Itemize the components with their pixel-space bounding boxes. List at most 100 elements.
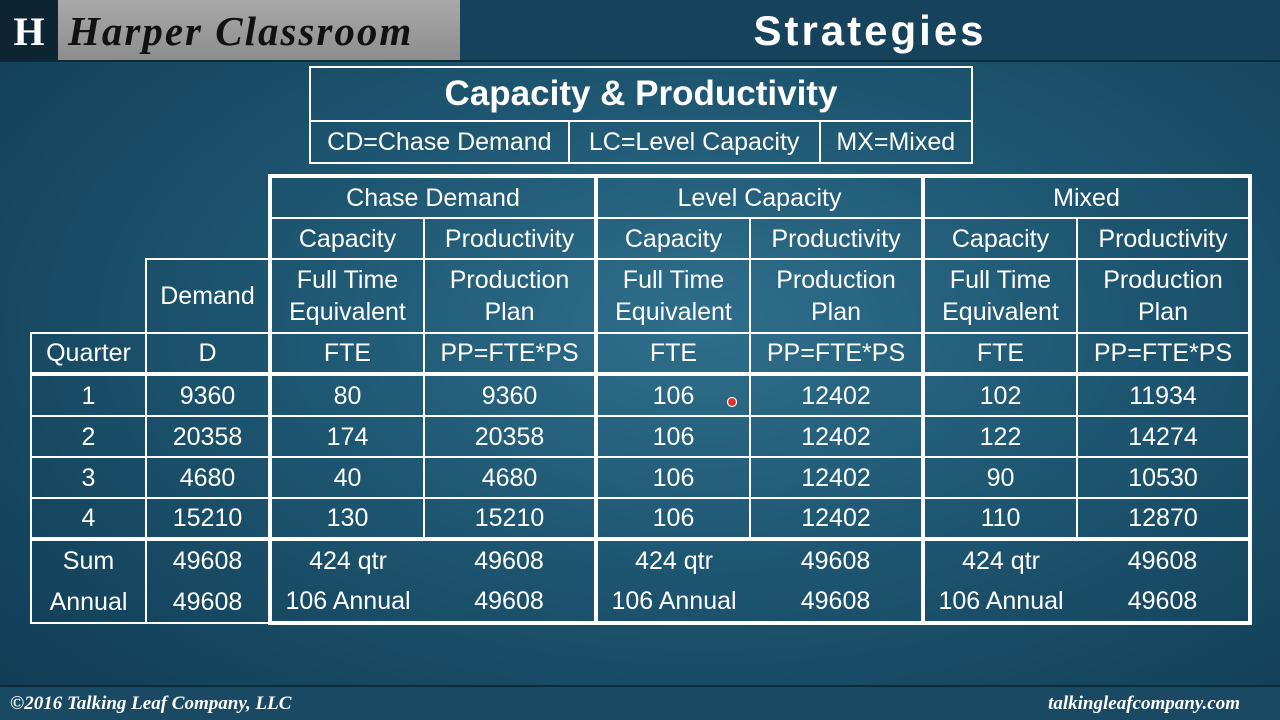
- quarter-cell: 4: [30, 497, 147, 540]
- annual-mx-pp: 49608: [1077, 581, 1252, 625]
- code-pp: PP=FTE*PS: [749, 332, 925, 375]
- cd-pp-cell: 9360: [423, 372, 598, 417]
- code-fte: FTE: [595, 332, 751, 375]
- brand-name: Harper Classroom: [68, 8, 414, 54]
- lc-fte-cell: 106: [595, 456, 751, 499]
- strategy-table: Chase Demand Level Capacity Mixed Capaci…: [30, 174, 1252, 625]
- sum-mx-fte: 424 qtr: [922, 537, 1077, 581]
- legend-box: Capacity & Productivity CD=Chase Demand …: [309, 66, 974, 164]
- cd-pp-cell: 4680: [423, 456, 598, 499]
- lc-fte-cell: 106: [595, 372, 751, 417]
- logo-letter: H: [13, 8, 45, 54]
- desc-fte: Full Time Equivalent: [922, 258, 1078, 334]
- annual-label: Annual: [30, 581, 147, 624]
- cursor-pointer-icon: [726, 396, 738, 408]
- sum-lc-fte: 424 qtr: [595, 537, 750, 581]
- sum-cd-fte: 424 qtr: [268, 537, 424, 581]
- empty-cell: [31, 259, 146, 333]
- demand-cell: 15210: [145, 497, 271, 540]
- mx-fte-cell: 122: [922, 415, 1078, 458]
- legend-title: Capacity & Productivity: [309, 66, 973, 122]
- summary-row: Sum 49608 424 qtr 49608 424 qtr 49608 42…: [30, 537, 1252, 581]
- lc-pp-cell: 12402: [749, 415, 925, 458]
- code-quarter: Quarter: [30, 332, 147, 375]
- mx-fte-cell: 110: [922, 497, 1078, 540]
- desc-production-plan: Production Plan: [1076, 258, 1252, 334]
- sum-cd-pp: 49608: [424, 537, 598, 581]
- quarter-cell: 1: [30, 372, 147, 417]
- subheader-productivity: Productivity: [1076, 217, 1252, 260]
- lc-pp-cell: 12402: [749, 372, 925, 417]
- subheader-productivity: Productivity: [423, 217, 598, 260]
- mx-fte-cell: 102: [922, 372, 1078, 417]
- code-d: D: [145, 332, 271, 375]
- legend-item-lc: LC=Level Capacity: [567, 120, 821, 164]
- subheader-capacity: Capacity: [595, 217, 751, 260]
- header-level-capacity: Level Capacity: [595, 174, 925, 219]
- website-link[interactable]: talkingleafcompany.com: [1048, 693, 1240, 714]
- demand-cell: 20358: [145, 415, 271, 458]
- legend-item-mx: MX=Mixed: [818, 120, 974, 164]
- sum-mx-pp: 49608: [1077, 537, 1252, 581]
- header-mixed: Mixed: [922, 174, 1252, 219]
- brand-box: Harper Classroom: [58, 0, 460, 62]
- footer-bar: ©2016 Talking Leaf Company, LLC talkingl…: [0, 685, 1280, 720]
- lc-fte-cell: 106: [595, 415, 751, 458]
- table-row: 1 9360 80 9360 106 12402 102 11934: [30, 372, 1252, 417]
- desc-production-plan: Production Plan: [423, 258, 598, 334]
- header-bar: H Harper Classroom Strategies: [0, 0, 1280, 62]
- empty-cell: [31, 218, 146, 259]
- header-chase-demand: Chase Demand: [268, 174, 598, 219]
- desc-fte: Full Time Equivalent: [595, 258, 751, 334]
- mx-fte-cell: 90: [922, 456, 1078, 499]
- desc-fte: Full Time Equivalent: [268, 258, 425, 334]
- mx-pp-cell: 10530: [1076, 456, 1252, 499]
- sum-label: Sum: [30, 537, 147, 581]
- subheader-capacity: Capacity: [922, 217, 1078, 260]
- annual-lc-fte: 106 Annual: [595, 581, 750, 625]
- code-pp: PP=FTE*PS: [1076, 332, 1252, 375]
- slide-title-area: Strategies: [460, 0, 1280, 62]
- table-row: 3 4680 40 4680 106 12402 90 10530: [30, 456, 1252, 499]
- empty-cell: [146, 218, 270, 259]
- cd-fte-cell: 40: [268, 456, 425, 499]
- lc-fte-cell: 106: [595, 497, 751, 540]
- annual-lc-pp: 49608: [750, 581, 925, 625]
- table-row: 4 15210 130 15210 106 12402 110 12870: [30, 497, 1252, 540]
- annual-cd-fte: 106 Annual: [268, 581, 424, 625]
- sum-lc-pp: 49608: [750, 537, 925, 581]
- subheader-productivity: Productivity: [749, 217, 925, 260]
- cd-pp-cell: 15210: [423, 497, 598, 540]
- mx-pp-cell: 11934: [1076, 372, 1252, 417]
- subheader-capacity: Capacity: [268, 217, 425, 260]
- desc-production-plan: Production Plan: [749, 258, 925, 334]
- cd-fte-cell: 130: [268, 497, 425, 540]
- lc-pp-cell: 12402: [749, 456, 925, 499]
- table-row: 2 20358 174 20358 106 12402 122 14274: [30, 415, 1252, 458]
- cd-fte-cell: 80: [268, 372, 425, 417]
- demand-cell: 9360: [145, 372, 271, 417]
- cd-fte-cell: 174: [268, 415, 425, 458]
- demand-cell: 4680: [145, 456, 271, 499]
- code-fte: FTE: [268, 332, 425, 375]
- empty-cell: [146, 176, 270, 218]
- cd-pp-cell: 20358: [423, 415, 598, 458]
- code-fte: FTE: [922, 332, 1078, 375]
- summary-row: Annual 49608 106 Annual 49608 106 Annual…: [30, 581, 1252, 625]
- header-divider: [0, 60, 1280, 62]
- legend-item-cd: CD=Chase Demand: [309, 120, 570, 164]
- demand-label: Demand: [145, 258, 271, 334]
- lc-pp-cell: 12402: [749, 497, 925, 540]
- slide-title: Strategies: [753, 7, 987, 54]
- annual-cd-pp: 49608: [424, 581, 598, 625]
- mx-pp-cell: 12870: [1076, 497, 1252, 540]
- quarter-cell: 3: [30, 456, 147, 499]
- copyright-text: ©2016 Talking Leaf Company, LLC: [10, 693, 292, 714]
- quarter-cell: 2: [30, 415, 147, 458]
- mx-pp-cell: 14274: [1076, 415, 1252, 458]
- code-pp: PP=FTE*PS: [423, 332, 598, 375]
- annual-mx-fte: 106 Annual: [922, 581, 1077, 625]
- sum-demand: 49608: [145, 537, 271, 581]
- empty-cell: [31, 176, 146, 218]
- logo: H: [0, 0, 58, 62]
